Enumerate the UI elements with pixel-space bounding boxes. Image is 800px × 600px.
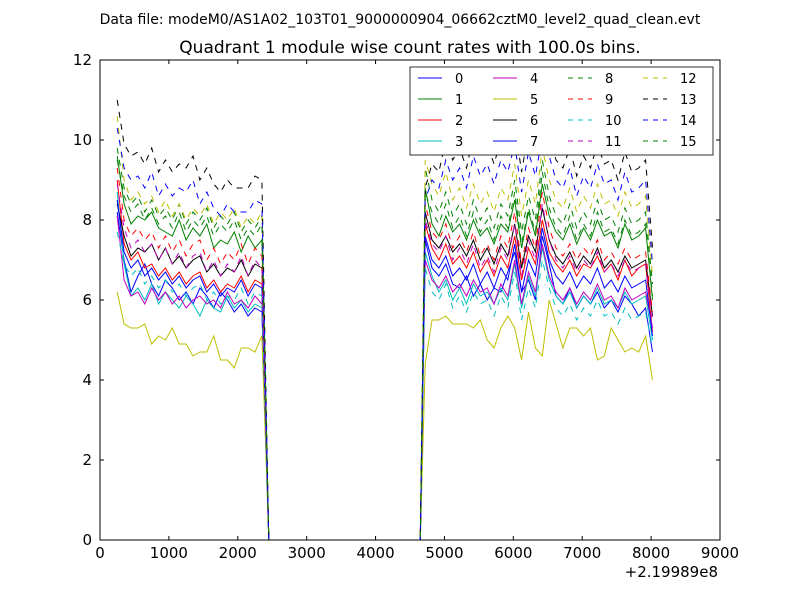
- legend-label-1: 1: [455, 93, 463, 108]
- series-line-2: [116, 179, 653, 541]
- series-line-4: [116, 215, 653, 541]
- y-tick-label: 0: [82, 531, 92, 549]
- x-tick-label: 1000: [150, 544, 188, 562]
- chart-suptitle: Data file: modeM0/AS1A02_103T01_90000009…: [100, 12, 701, 28]
- chart-title: Quadrant 1 module wise count rates with …: [179, 38, 640, 58]
- legend-label-14: 14: [680, 114, 697, 129]
- legend-label-6: 6: [530, 114, 538, 129]
- legend-label-9: 9: [605, 93, 613, 108]
- series-line-13: [116, 99, 653, 541]
- series-line-3: [116, 191, 653, 541]
- series-line-5: [116, 291, 653, 541]
- y-tick-label: 8: [82, 211, 92, 229]
- series-line-10: [116, 231, 653, 541]
- legend-label-8: 8: [605, 72, 613, 87]
- legend-label-2: 2: [455, 114, 463, 129]
- series-line-11: [116, 183, 653, 541]
- series-line-1: [116, 155, 653, 541]
- series-line-14: [116, 127, 653, 541]
- series-line-12: [116, 115, 653, 541]
- y-tick-label: 2: [82, 451, 92, 469]
- legend-label-0: 0: [455, 72, 463, 87]
- y-tick-label: 12: [73, 51, 92, 69]
- x-tick-label: 6000: [494, 544, 532, 562]
- x-offset-label: +2.19989e8: [625, 563, 718, 581]
- x-tick-label: 9000: [701, 544, 739, 562]
- legend-label-13: 13: [680, 93, 697, 108]
- series-line-7: [116, 199, 653, 541]
- x-tick-label: 4000: [356, 544, 394, 562]
- legend-label-10: 10: [605, 114, 622, 129]
- legend-label-15: 15: [680, 135, 697, 150]
- y-tick-label: 6: [82, 291, 92, 309]
- legend-label-4: 4: [530, 72, 538, 87]
- series-line-15: [116, 159, 653, 541]
- x-tick-label: 5000: [425, 544, 463, 562]
- series-line-6: [116, 203, 653, 541]
- x-tick-label: 0: [95, 544, 105, 562]
- legend-label-5: 5: [530, 93, 538, 108]
- legend-label-11: 11: [605, 135, 622, 150]
- x-tick-label: 3000: [288, 544, 326, 562]
- series-line-8: [116, 147, 653, 541]
- legend-label-7: 7: [530, 135, 538, 150]
- y-tick-label: 4: [82, 371, 92, 389]
- series-line-0: [116, 211, 653, 541]
- x-tick-label: 8000: [632, 544, 670, 562]
- series-layer: [116, 99, 653, 541]
- ticks-layer: 0 1000 2000 3000 4000 5000 6000 7000 8000 9000 0 2 4…: [73, 51, 739, 562]
- series-line-9: [116, 167, 653, 541]
- y-tick-label: 10: [73, 131, 92, 149]
- legend-label-12: 12: [680, 72, 697, 87]
- legend-label-3: 3: [455, 135, 463, 150]
- x-tick-label: 2000: [219, 544, 257, 562]
- x-tick-label: 7000: [563, 544, 601, 562]
- legend-frame: [409, 66, 714, 156]
